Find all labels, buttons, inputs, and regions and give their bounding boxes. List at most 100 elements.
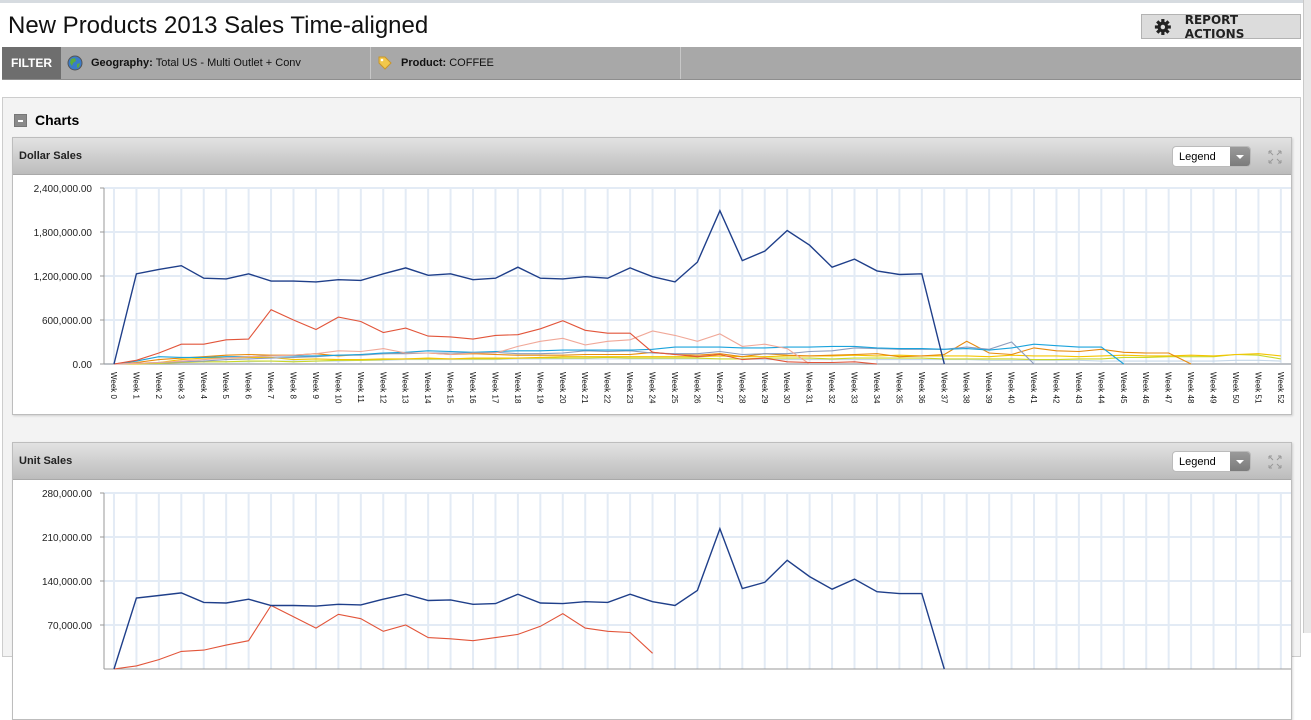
- unit-sales-svg: 70,000.00 140,000.00 210,000.00 280,000.00: [42, 489, 1291, 670]
- chevron-down-icon: [1230, 147, 1250, 166]
- legend-dropdown[interactable]: Legend: [1172, 451, 1251, 472]
- series-line: [113, 309, 878, 365]
- x-tick-label: Week 34: [872, 372, 881, 404]
- legend-dropdown[interactable]: Legend: [1172, 146, 1251, 167]
- x-tick-label: Week 22: [603, 372, 612, 404]
- x-tick-label: Week 33: [850, 372, 859, 404]
- x-tick-label: Week 46: [1141, 372, 1150, 404]
- globe-icon: [67, 55, 83, 71]
- x-tick-label: Week 1: [131, 372, 140, 400]
- y-tick-label: 280,000.00: [42, 489, 92, 500]
- x-tick-label: Week 3: [176, 372, 185, 400]
- y-tick-label: 210,000.00: [42, 533, 92, 544]
- x-tick-label: Week 45: [1119, 372, 1128, 404]
- x-tick-label: Week 7: [266, 372, 275, 400]
- top-border: [0, 0, 1311, 3]
- x-tick-label: Week 11: [356, 372, 365, 403]
- charts-section-title: Charts: [35, 112, 80, 128]
- x-tick-label: Week 2: [154, 372, 163, 400]
- x-tick-label: Week 9: [311, 372, 320, 400]
- x-tick-label: Week 36: [917, 372, 926, 404]
- expand-icon[interactable]: [1267, 149, 1283, 165]
- x-tick-label: Week 51: [1253, 372, 1262, 404]
- y-tick-label: 2,400,000.00: [34, 184, 93, 195]
- x-tick-label: Week 50: [1231, 372, 1240, 404]
- x-tick-label: Week 17: [490, 372, 499, 404]
- x-tick-label: Week 16: [468, 372, 477, 404]
- x-tick-label: Week 21: [580, 372, 589, 404]
- filter-geography[interactable]: Geography: Total US - Multi Outlet + Con…: [61, 47, 371, 79]
- report-actions-label: REPORT ACTIONS: [1184, 12, 1245, 41]
- x-tick-label: Week 47: [1164, 372, 1173, 404]
- x-tick-label: Week 29: [760, 372, 769, 404]
- filter-label: FILTER: [2, 47, 61, 79]
- charts-section-header[interactable]: Charts: [14, 112, 79, 128]
- vertical-scrollbar[interactable]: [1303, 0, 1311, 633]
- x-tick-label: Week 37: [939, 372, 948, 404]
- page-title: New Products 2013 Sales Time-aligned: [8, 12, 429, 39]
- x-tick-label: Week 8: [289, 372, 298, 400]
- geography-value: Total US - Multi Outlet + Conv: [155, 57, 301, 69]
- y-tick-label: 0.00: [73, 360, 93, 371]
- chart-title: Dollar Sales: [19, 150, 82, 162]
- geography-key: Geography:: [91, 57, 153, 69]
- y-tick-label: 1,800,000.00: [34, 228, 93, 239]
- filter-bar: FILTER Geography: Total US - Multi Outle…: [2, 47, 1301, 80]
- chart-plot-area: 0.00 600,000.00 1,200,000.00 1,800,000.00 2,…: [13, 175, 1291, 415]
- dollar-sales-chart: Dollar Sales Legend 0.00 600,000.00 1,200,…: [12, 137, 1292, 415]
- x-tick-label: Week 19: [535, 372, 544, 404]
- chevron-down-icon: [1230, 452, 1250, 471]
- product-value: COFFEE: [449, 57, 494, 69]
- x-tick-label: Week 12: [378, 372, 387, 404]
- x-tick-label: Week 5: [221, 372, 230, 400]
- x-tick-label: Week 31: [805, 372, 814, 404]
- dollar-sales-svg: 0.00 600,000.00 1,200,000.00 1,800,000.00 2,…: [34, 184, 1291, 404]
- y-tick-label: 140,000.00: [42, 577, 92, 588]
- x-tick-label: Week 30: [782, 372, 791, 404]
- x-tick-label: Week 52: [1276, 372, 1285, 404]
- x-tick-label: Week 24: [648, 372, 657, 404]
- x-tick-label: Week 10: [333, 372, 342, 404]
- gear-icon: [1154, 18, 1171, 35]
- y-tick-label: 70,000.00: [48, 621, 93, 632]
- x-tick-label: Week 20: [558, 372, 567, 404]
- report-actions-button[interactable]: REPORT ACTIONS: [1141, 12, 1301, 41]
- filter-product[interactable]: Product: COFFEE: [371, 47, 681, 79]
- x-tick-label: Week 26: [692, 372, 701, 404]
- x-tick-label: Week 25: [670, 372, 679, 404]
- expand-icon[interactable]: [1267, 454, 1283, 470]
- series-line: [113, 208, 945, 365]
- collapse-icon[interactable]: [14, 113, 27, 127]
- series-line: [114, 353, 1281, 365]
- x-tick-label: Week 4: [199, 372, 208, 400]
- series-line: [113, 526, 945, 670]
- legend-dropdown-label: Legend: [1179, 151, 1216, 163]
- y-tick-label: 600,000.00: [42, 316, 92, 327]
- x-tick-label: Week 15: [446, 372, 455, 404]
- legend-dropdown-label: Legend: [1179, 456, 1216, 468]
- tag-icon: [378, 56, 392, 70]
- x-tick-label: Week 44: [1096, 372, 1105, 404]
- x-tick-label: Week 0: [109, 372, 118, 400]
- x-tick-label: Week 39: [984, 372, 993, 404]
- chart-plot-area: 70,000.00 140,000.00 210,000.00 280,000.00: [13, 480, 1291, 720]
- x-tick-label: Week 42: [1051, 372, 1060, 404]
- x-tick-label: Week 6: [244, 372, 253, 400]
- chart-title: Unit Sales: [19, 455, 73, 467]
- x-tick-label: Week 27: [715, 372, 724, 404]
- x-tick-label: Week 49: [1209, 372, 1218, 404]
- x-tick-label: Week 18: [513, 372, 522, 404]
- y-tick-label: 1,200,000.00: [34, 272, 93, 283]
- chart-header: Dollar Sales Legend: [13, 138, 1291, 175]
- x-tick-label: Week 40: [1007, 372, 1016, 404]
- x-tick-label: Week 48: [1186, 372, 1195, 404]
- series-line: [113, 330, 810, 365]
- x-tick-label: Week 28: [737, 372, 746, 404]
- x-tick-label: Week 23: [625, 372, 634, 404]
- product-key: Product:: [401, 57, 447, 69]
- unit-sales-chart: Unit Sales Legend 70,000.00 140,000.00 210…: [12, 442, 1292, 720]
- x-tick-label: Week 13: [401, 372, 410, 404]
- series-line: [113, 341, 1035, 365]
- x-tick-label: Week 38: [962, 372, 971, 404]
- chart-header: Unit Sales Legend: [13, 443, 1291, 480]
